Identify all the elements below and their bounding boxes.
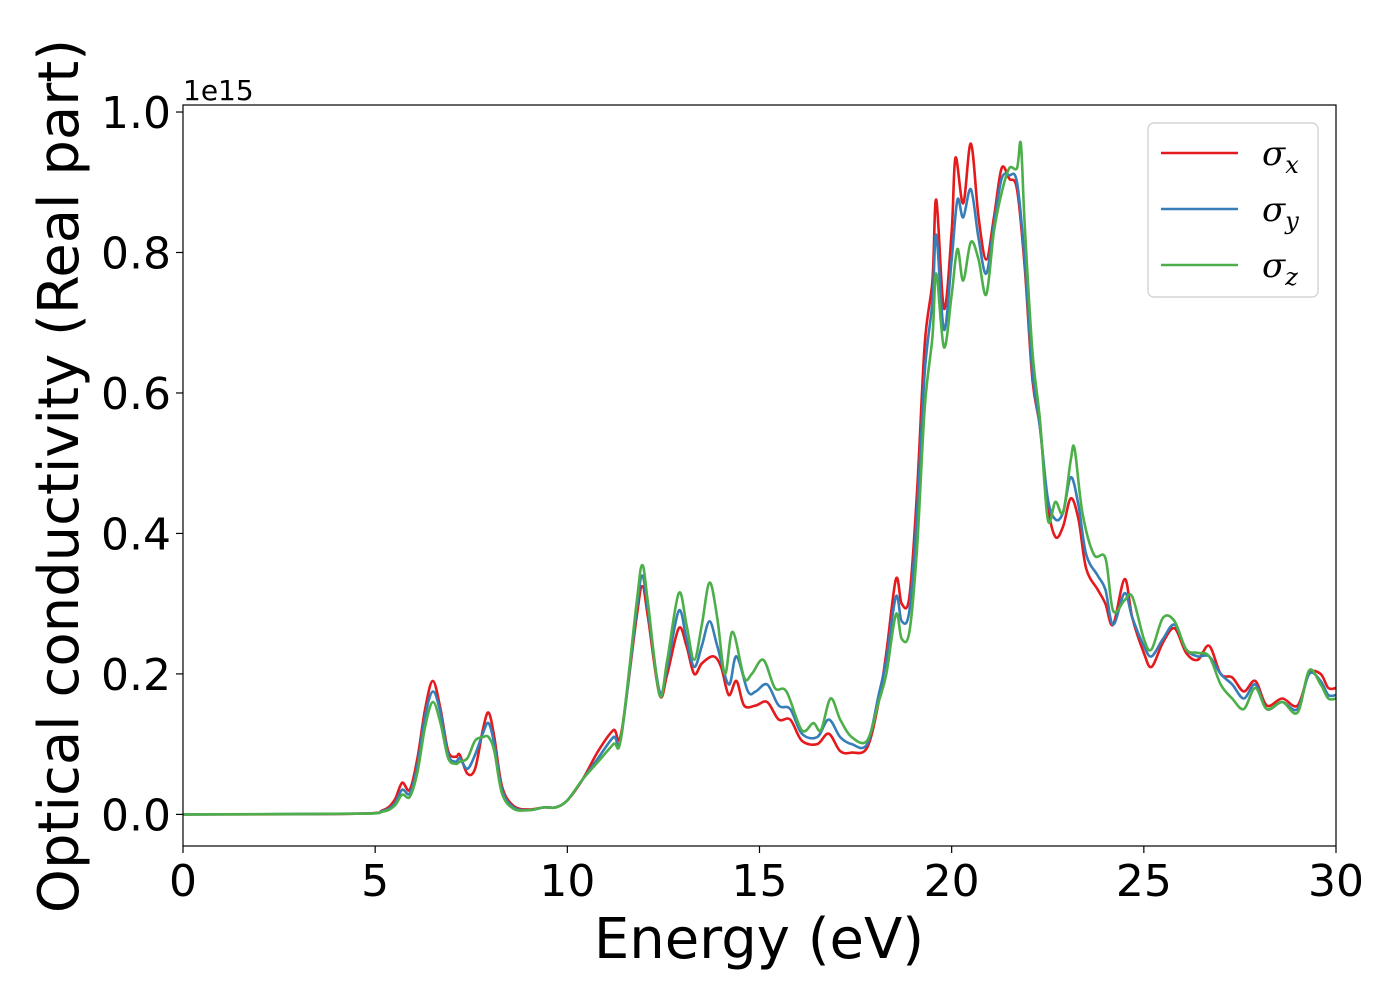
y-axis-ticks: 0.0 0.2 0.4 0.6 0.8 1.0 [101,88,183,841]
y-tick-label: 0.4 [101,509,171,560]
x-tick-label: 10 [539,856,595,907]
x-axis-ticks: 0 5 10 15 20 25 30 [169,846,1364,907]
y-tick-label: 0.8 [101,228,171,279]
series-layer [183,140,1336,816]
y-axis-title: Optical conductivity (Real part) [27,39,92,913]
legend-label-sigma-x: σx [1262,134,1299,179]
x-tick-label: 20 [924,856,980,907]
y-tick-label: 1.0 [101,88,171,139]
y-tick-label: 0.0 [101,790,171,841]
y-tick-label: 0.2 [101,650,171,701]
x-axis-title: Energy (eV) [594,907,924,972]
legend-label-sigma-z: σz [1262,246,1298,291]
y-tick-label: 0.6 [101,369,171,420]
plot-area [183,105,1336,846]
x-tick-label: 0 [169,856,197,907]
x-tick-label: 30 [1308,856,1364,907]
series-line-sigma-z [183,140,1336,816]
legend-label-sigma-y: σy [1262,190,1299,235]
legend: σx σy σz [1147,122,1319,298]
x-tick-label: 15 [732,856,788,907]
x-tick-label: 25 [1116,856,1172,907]
x-tick-label: 5 [361,856,389,907]
y-offset-label: 1e15 [183,74,254,107]
